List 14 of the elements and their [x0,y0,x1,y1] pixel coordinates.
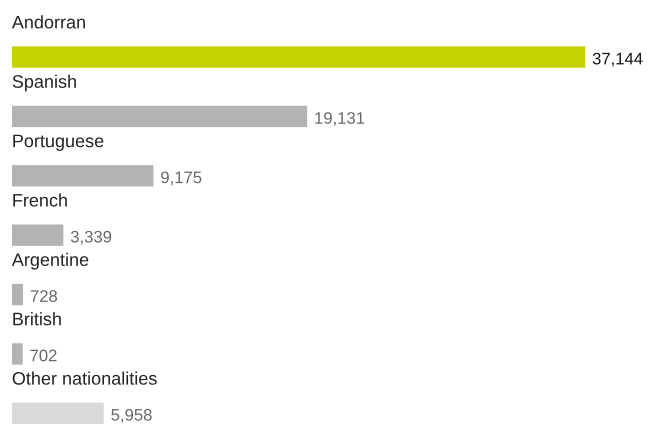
data-label: 19,131 [315,112,364,126]
y-tick-label: French [13,193,67,207]
data-label: 728 [30,290,58,302]
data-label: 5,958 [111,408,152,423]
y-tick-label: Portuguese [13,134,104,151]
data-label: 702 [30,350,57,362]
data-label: 9,175 [161,171,202,186]
y-tick-label: Spanish [12,74,76,92]
y-tick-label: Andorran [12,15,85,29]
y-tick-label: Argentine [12,252,88,270]
y-tick-label: Other nationalities [12,372,157,385]
data-label: 37,144 [592,52,643,66]
data-label: 3,339 [70,230,112,245]
y-tick-label: British [13,312,61,326]
